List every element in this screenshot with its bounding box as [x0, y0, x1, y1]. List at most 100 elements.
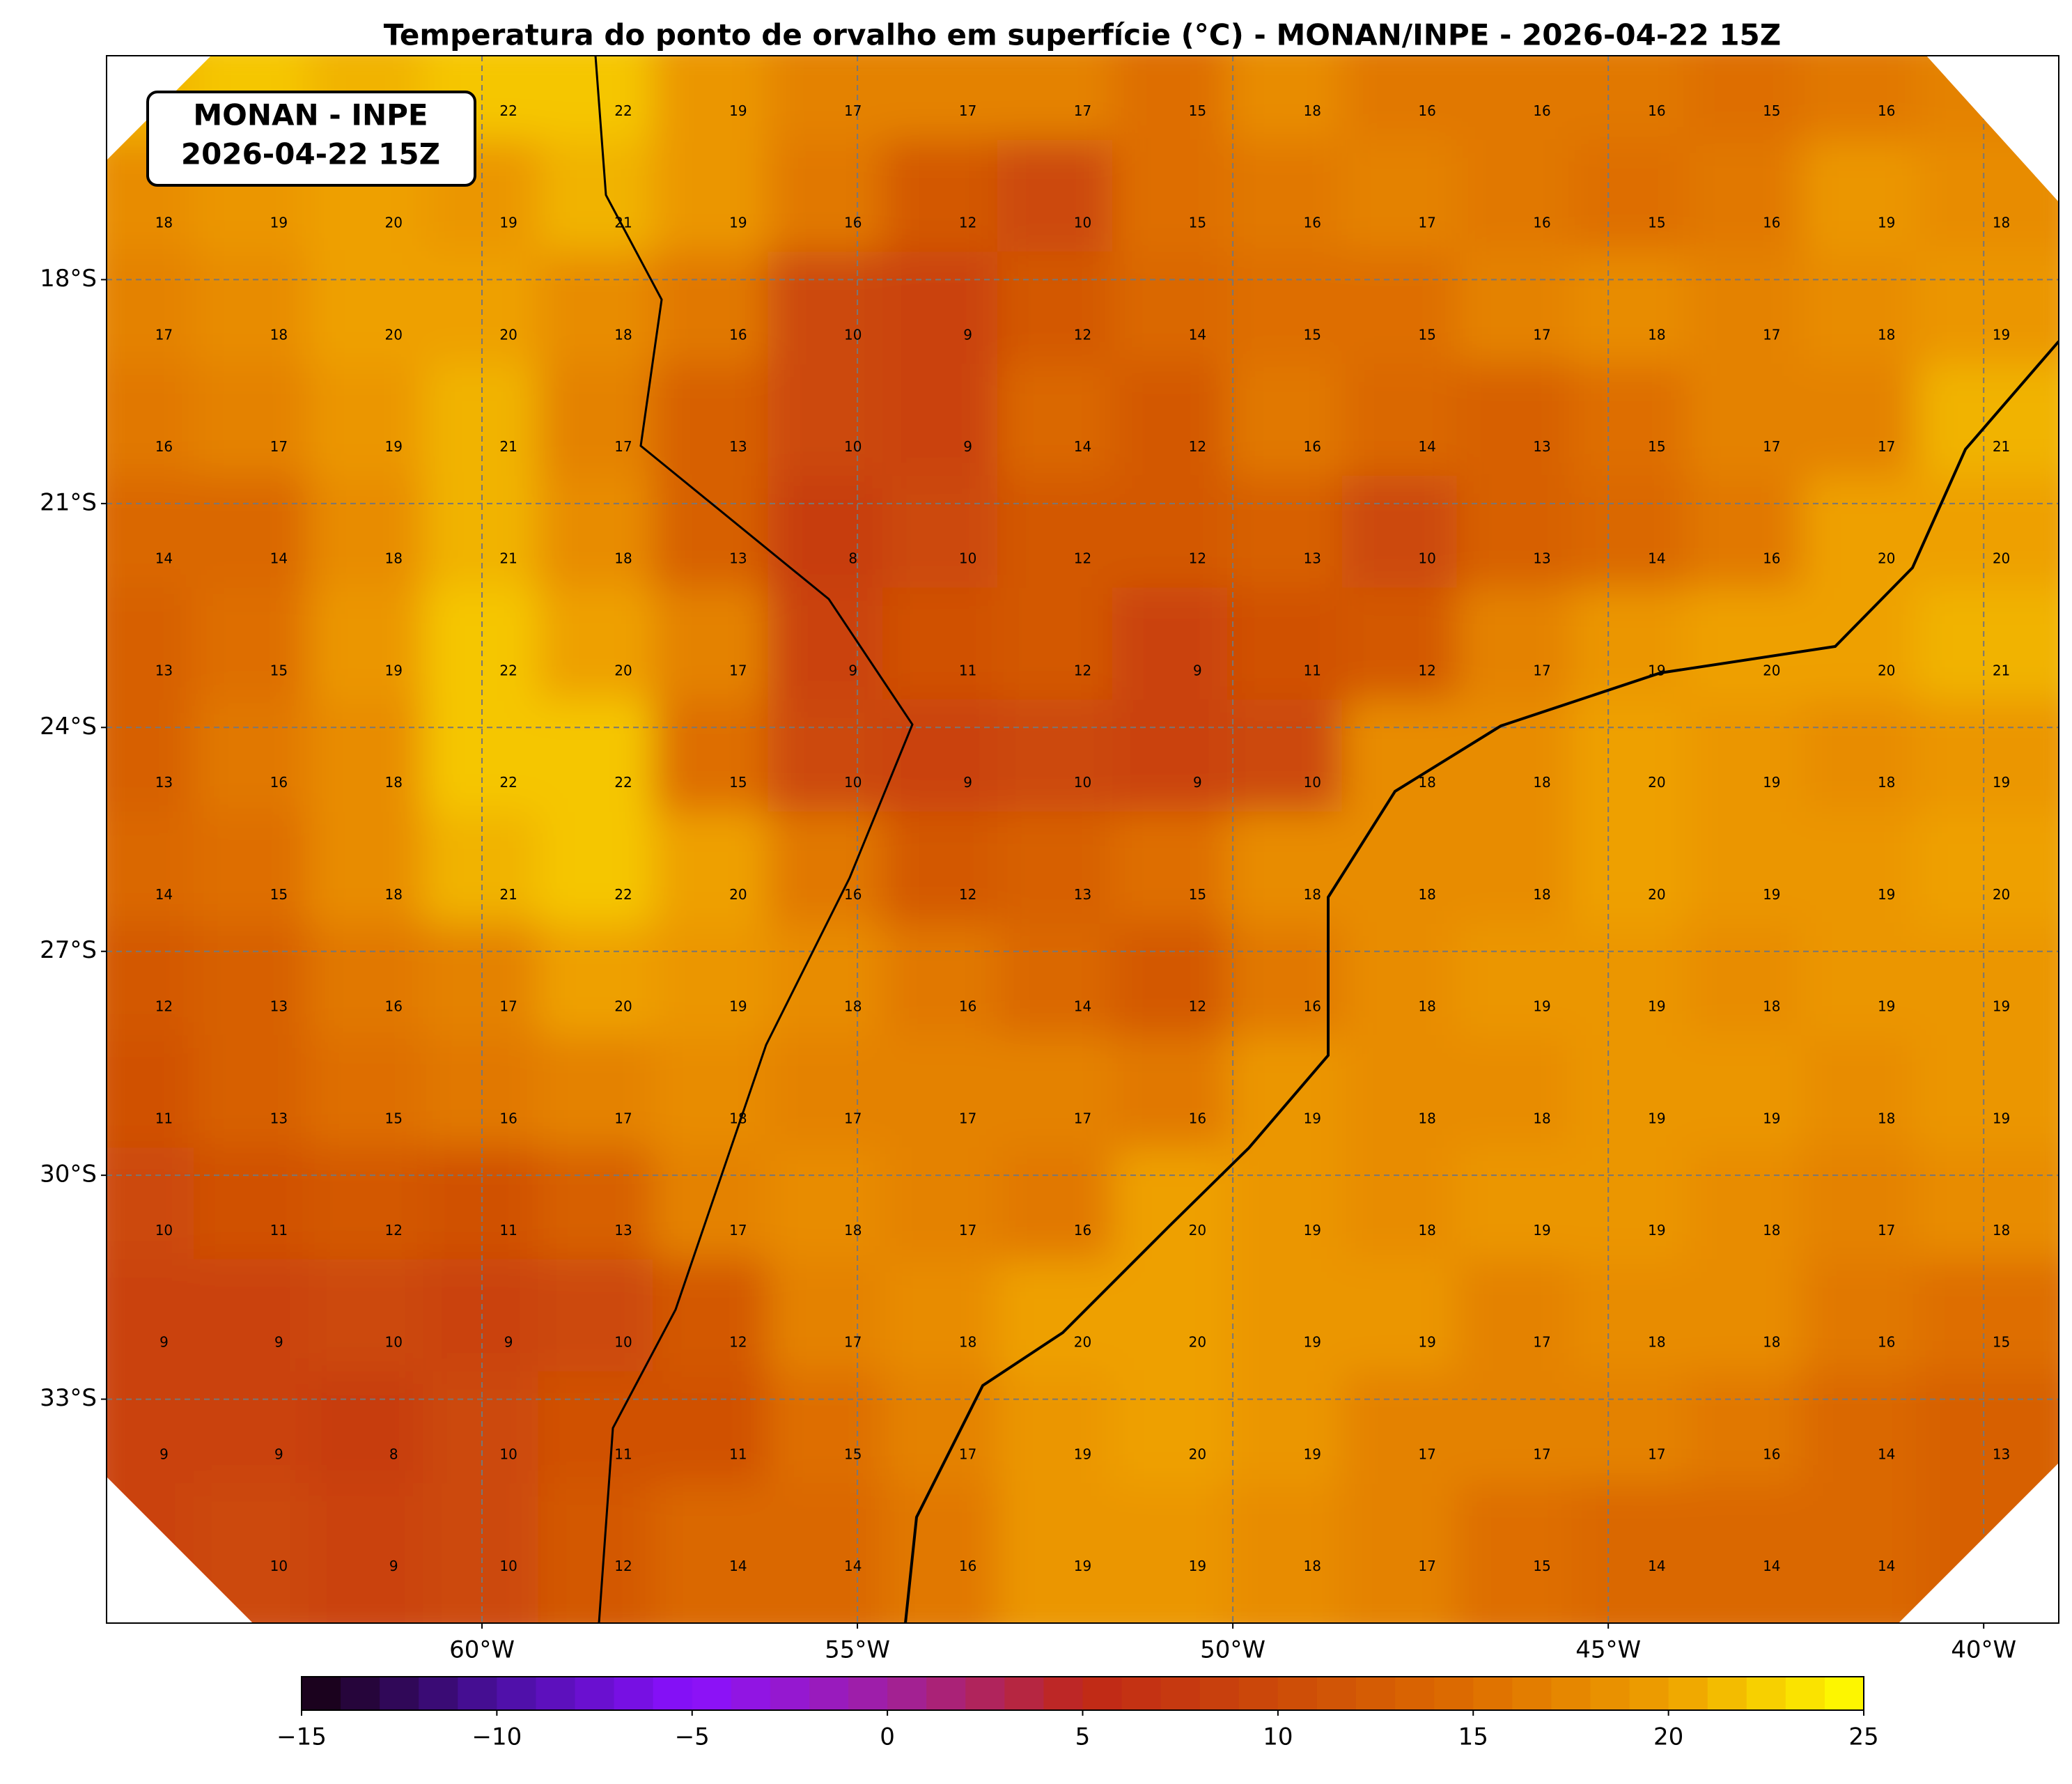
field-value: 18 [1418, 1110, 1435, 1126]
colorbar-step [419, 1677, 458, 1710]
field-value: 17 [270, 438, 288, 455]
field-value: 9 [389, 1558, 398, 1574]
field-value: 18 [614, 326, 632, 343]
field-value: 9 [274, 1445, 283, 1462]
field-value: 10 [270, 1558, 288, 1574]
field-value: 15 [1993, 1334, 2010, 1351]
field-value: 14 [1878, 1558, 1895, 1574]
colorbar-step [497, 1677, 536, 1710]
field-value: 13 [155, 774, 173, 791]
field-value: 19 [729, 998, 747, 1015]
colorbar-tick-label: −15 [276, 1723, 327, 1751]
field-value: 16 [270, 774, 288, 791]
field-value: 9 [848, 662, 857, 678]
colorbar-step [1160, 1677, 1201, 1710]
field-value: 19 [1648, 662, 1665, 678]
field-value: 19 [1993, 326, 2010, 343]
field-value: 15 [384, 1110, 402, 1126]
field-value: 11 [270, 1222, 288, 1239]
annotation-line: MONAN - INPE [193, 98, 428, 132]
field-value: 13 [270, 998, 288, 1015]
colorbar-step [458, 1677, 497, 1710]
field-value: 19 [729, 215, 747, 231]
colorbar-step [1668, 1677, 1708, 1710]
field-value: 13 [1533, 550, 1550, 567]
field-value: 15 [1648, 438, 1665, 455]
field-value: 10 [499, 1445, 517, 1462]
field-value: 12 [729, 1334, 747, 1351]
field-value: 16 [959, 998, 976, 1015]
colorbar-step [1473, 1677, 1513, 1710]
field-value: 22 [499, 662, 517, 678]
field-value: 22 [499, 774, 517, 791]
field-value: 10 [614, 1334, 632, 1351]
field-value: 18 [729, 1110, 747, 1126]
field-value: 19 [384, 438, 402, 455]
field-value: 20 [1878, 550, 1895, 567]
field-value: 12 [959, 215, 976, 231]
field-value: 17 [1533, 1445, 1550, 1462]
field-value: 19 [1304, 1445, 1321, 1462]
field-value: 15 [1189, 886, 1206, 903]
field-value: 12 [1418, 662, 1435, 678]
field-value: 20 [384, 326, 402, 343]
field-value: 21 [1993, 438, 2010, 455]
plot-frame [106, 55, 2059, 1624]
field-value: 17 [959, 102, 976, 119]
field-value: 16 [1304, 998, 1321, 1015]
field-value: 16 [1648, 102, 1665, 119]
field-labels: 21 22 21 22 22 19 17 17 17 15 18 16 16 16 15 16 17 18 19 20… [155, 102, 2011, 1574]
colorbar-step [1707, 1677, 1747, 1710]
field-value: 17 [1533, 326, 1550, 343]
colorbar-step [1082, 1677, 1123, 1710]
field-value: 18 [1304, 886, 1321, 903]
field-value: 18 [1304, 1558, 1321, 1574]
field-value: 14 [1189, 326, 1206, 343]
field-value: 17 [499, 998, 517, 1015]
field-value: 16 [1763, 550, 1780, 567]
field-value: 15 [1763, 102, 1780, 119]
x-tick-label: 50°W [1200, 1636, 1265, 1664]
field-value: 18 [1533, 774, 1550, 791]
field-value: 10 [1418, 550, 1435, 567]
field-value: 13 [155, 662, 173, 678]
field-value: 18 [270, 326, 288, 343]
colorbar-step [1199, 1677, 1240, 1710]
colorbar-tick-label: −5 [675, 1723, 710, 1751]
field-value: 10 [1074, 774, 1091, 791]
field-value: 18 [614, 550, 632, 567]
field-value: 15 [1189, 215, 1206, 231]
field-value: 13 [729, 438, 747, 455]
field-value: 17 [1648, 1445, 1665, 1462]
field-value: 20 [1648, 886, 1665, 903]
field-value: 17 [1533, 1334, 1550, 1351]
field-value: 17 [1878, 438, 1895, 455]
field-value: 14 [729, 1558, 747, 1574]
field-value: 16 [959, 1558, 976, 1574]
field-value: 20 [1189, 1445, 1206, 1462]
field-value: 22 [614, 886, 632, 903]
field-value: 19 [1993, 774, 2010, 791]
field-value: 11 [1304, 662, 1321, 678]
field-value: 12 [1074, 550, 1091, 567]
field-value: 17 [155, 326, 173, 343]
field-value: 13 [1304, 550, 1321, 567]
field-value: 18 [384, 550, 402, 567]
field-value: 21 [1993, 662, 2010, 678]
field-value: 12 [384, 1222, 402, 1239]
colorbar-step [1043, 1677, 1083, 1710]
colorbar-step [1746, 1677, 1786, 1710]
colorbar-step [1824, 1677, 1864, 1710]
colorbar-step [1629, 1677, 1669, 1710]
colorbar-step [770, 1677, 810, 1710]
field-value: 15 [1648, 215, 1665, 231]
field-value: 13 [614, 1222, 632, 1239]
field-value: 20 [1189, 1334, 1206, 1351]
field-value: 8 [389, 1445, 398, 1462]
field-value: 16 [1533, 102, 1550, 119]
field-value: 22 [614, 102, 632, 119]
y-tick-label: 24°S [40, 713, 97, 740]
field-value: 19 [1304, 1334, 1321, 1351]
field-value: 11 [729, 1445, 747, 1462]
field-value: 19 [1878, 215, 1895, 231]
